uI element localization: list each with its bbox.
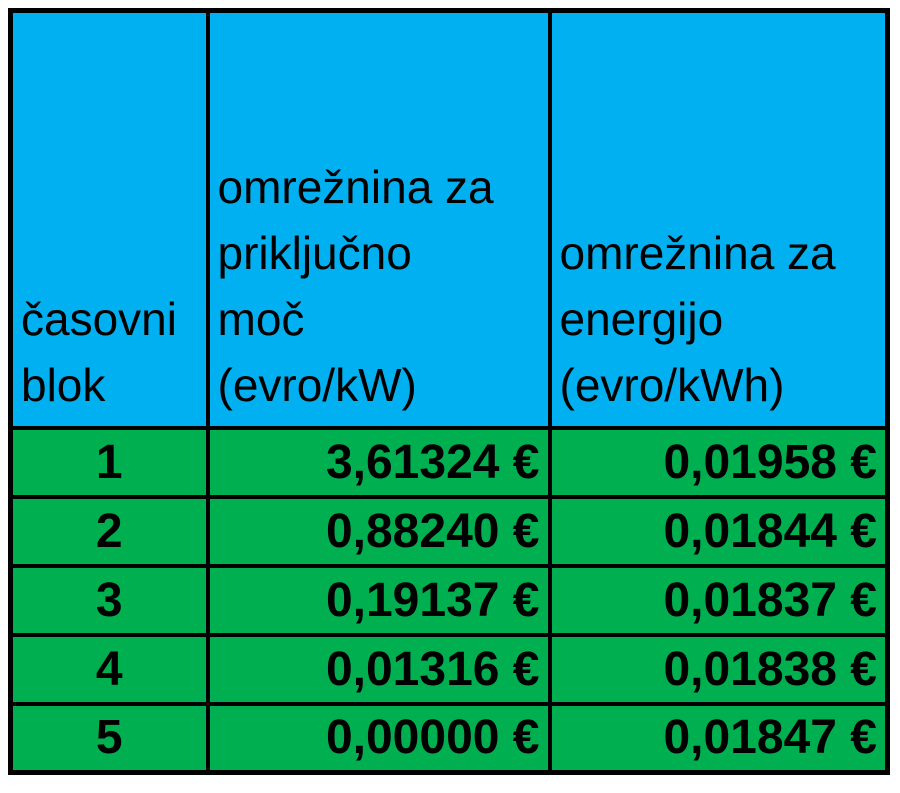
- header-row: časovni blok omrežnina za priključno moč…: [8, 8, 890, 430]
- header-line: omrežnina za: [217, 160, 494, 213]
- header-line: moč: [217, 292, 305, 345]
- column-header-omreznina-energija: omrežnina za energijo (evro/kWh): [547, 8, 890, 430]
- cell-moc-value: 0,01316 €: [205, 632, 552, 706]
- cell-blok: 3: [8, 563, 210, 637]
- cell-energija-value: 0,01844 €: [547, 494, 890, 568]
- column-header-omreznina-prikljucna-moc: omrežnina za priključno moč (evro/kW): [205, 8, 552, 430]
- header-line: energijo: [559, 292, 724, 345]
- table-row: 1 3,61324 € 0,01958 €: [8, 425, 890, 499]
- cell-blok: 4: [8, 632, 210, 706]
- cell-moc-value: 3,61324 €: [205, 425, 552, 499]
- cell-blok: 2: [8, 494, 210, 568]
- cell-energija-value: 0,01958 €: [547, 425, 890, 499]
- cell-moc-value: 0,88240 €: [205, 494, 552, 568]
- table-row: 4 0,01316 € 0,01838 €: [8, 632, 890, 706]
- header-line: (evro/kW): [217, 358, 417, 411]
- header-line: časovni: [21, 292, 177, 345]
- column-header-casovni-blok: časovni blok: [8, 8, 210, 430]
- header-line: blok: [21, 358, 106, 411]
- header-line: (evro/kWh): [559, 358, 785, 411]
- cell-blok: 5: [8, 701, 210, 775]
- cell-moc-value: 0,00000 €: [205, 701, 552, 775]
- header-line: omrežnina za: [559, 226, 836, 279]
- tariff-table: časovni blok omrežnina za priključno moč…: [8, 8, 890, 775]
- cell-energija-value: 0,01837 €: [547, 563, 890, 637]
- cell-blok: 1: [8, 425, 210, 499]
- table-row: 5 0,00000 € 0,01847 €: [8, 701, 890, 775]
- cell-energija-value: 0,01847 €: [547, 701, 890, 775]
- cell-moc-value: 0,19137 €: [205, 563, 552, 637]
- header-line: priključno: [217, 226, 412, 279]
- table-row: 2 0,88240 € 0,01844 €: [8, 494, 890, 568]
- cell-energija-value: 0,01838 €: [547, 632, 890, 706]
- table-row: 3 0,19137 € 0,01837 €: [8, 563, 890, 637]
